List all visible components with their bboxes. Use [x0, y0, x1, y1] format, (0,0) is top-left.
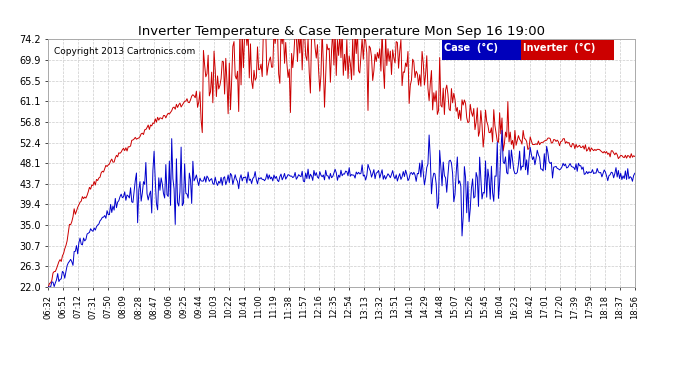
Text: Inverter  (°C): Inverter (°C) [523, 43, 595, 53]
Title: Inverter Temperature & Case Temperature Mon Sep 16 19:00: Inverter Temperature & Case Temperature … [138, 25, 545, 38]
Text: Case  (°C): Case (°C) [444, 43, 497, 53]
Text: Copyright 2013 Cartronics.com: Copyright 2013 Cartronics.com [55, 47, 195, 56]
